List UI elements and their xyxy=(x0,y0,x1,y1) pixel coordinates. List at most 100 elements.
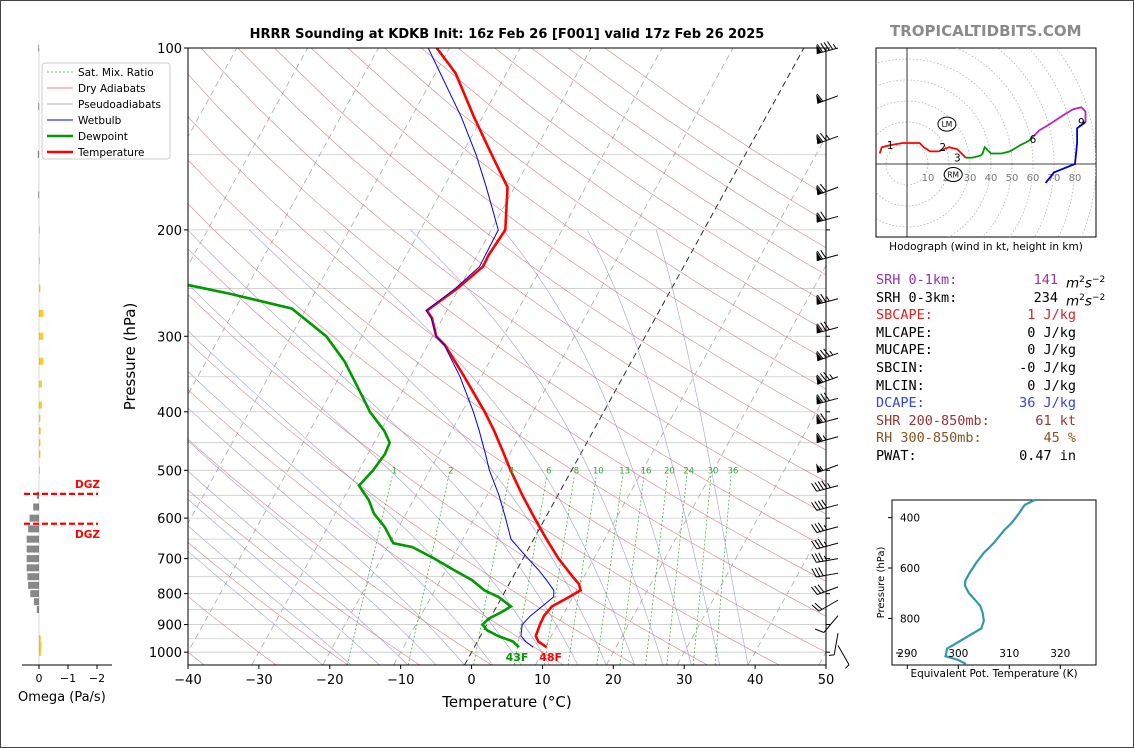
dry-adiabat xyxy=(188,389,564,665)
wind-barb-full xyxy=(818,552,824,562)
wind-barb-staff xyxy=(837,645,850,665)
omega-bar xyxy=(26,555,39,563)
legend-box xyxy=(41,62,171,160)
wind-barb-full xyxy=(819,349,827,358)
wind-barb-full xyxy=(816,184,824,194)
moist-adiabat xyxy=(587,229,720,665)
omega-bar xyxy=(39,380,42,388)
omega-bar xyxy=(39,309,44,317)
mixing-ratio-line xyxy=(567,475,597,665)
omega-bar xyxy=(39,414,41,422)
index-label: SHR 200-850mb: xyxy=(876,412,990,429)
wind-barb-full xyxy=(820,393,827,402)
omega-bar xyxy=(33,598,39,606)
wind-barb-half xyxy=(827,482,831,488)
y-tick-label: 700 xyxy=(157,553,182,568)
index-row: SRH 0-3km: 234 m2s−2 xyxy=(876,289,1106,310)
dry-adiabat xyxy=(200,48,826,515)
omega-bar xyxy=(39,450,41,458)
wind-barb-full xyxy=(816,414,823,423)
wind-barb-full xyxy=(819,183,827,192)
theta-e-panel: 400 600 800 290 300 310 320 Pressure (hPa) xyxy=(876,499,1097,669)
legend-entry: Wetbulb xyxy=(78,115,122,127)
omega-bar xyxy=(39,357,44,365)
wind-barb-full xyxy=(817,522,824,531)
wind-barb-flag xyxy=(816,463,823,473)
wind-barb xyxy=(816,132,839,145)
legend-entry: Pseudoadiabats xyxy=(78,99,161,111)
index-value: 234 xyxy=(1002,290,1058,308)
wind-barb xyxy=(811,522,839,533)
chart-title: HRRR Sounding at KDKB Init: 16z Feb 26 [… xyxy=(249,27,765,42)
index-label: DCAPE: xyxy=(876,395,925,412)
wind-barb-full xyxy=(820,293,827,303)
wind-barb xyxy=(816,293,839,305)
wind-barb-half xyxy=(845,664,850,669)
wind-barb-full xyxy=(811,586,818,595)
index-label: SBCIN: xyxy=(876,359,925,376)
x-tick-label: 10 xyxy=(534,673,551,688)
hodograph-trace xyxy=(965,136,1034,159)
dry-adiabat xyxy=(188,203,826,653)
index-label: MLCAPE: xyxy=(876,324,933,341)
wind-barb-full xyxy=(816,93,824,102)
wind-barb xyxy=(811,552,839,563)
moist-adiabat xyxy=(249,229,607,665)
hodograph-ring-label: 10 xyxy=(922,173,935,184)
wind-barb xyxy=(811,567,839,578)
y-tick-label: 200 xyxy=(157,224,182,239)
wind-barb xyxy=(816,183,839,196)
dry-adiabat xyxy=(188,489,420,665)
omega-bar xyxy=(27,573,39,581)
dry-adiabat xyxy=(188,341,636,665)
index-value: 1 J/kg xyxy=(1027,307,1076,324)
moist-adiabat xyxy=(188,440,437,665)
wind-barb-full xyxy=(823,42,830,51)
freezing-isotherm xyxy=(464,48,805,665)
mixing-ratio-label: 36 xyxy=(728,467,739,477)
wind-barb-full xyxy=(817,481,824,490)
index-row: MUCAPE: 0 J/kg xyxy=(876,342,1105,360)
wind-barb xyxy=(811,599,839,612)
x-tick-label: −20 xyxy=(316,673,343,688)
index-row: DCAPE: 36 J/kg xyxy=(876,395,1105,413)
wind-barb-half xyxy=(826,296,830,302)
wind-barb-full xyxy=(819,132,827,141)
omega-bar xyxy=(38,191,40,199)
x-tick-label: 40 xyxy=(747,673,764,688)
x-tick-label: −30 xyxy=(245,673,272,688)
mixing-ratio-label: 8 xyxy=(574,467,579,477)
wind-barb xyxy=(811,584,839,595)
omega-bar xyxy=(36,491,39,499)
x-tick-label: −40 xyxy=(174,673,201,688)
wind-barb-half xyxy=(829,374,834,379)
surface-dewpoint-label: 43F xyxy=(506,651,529,664)
mixing-ratio-label: 13 xyxy=(619,467,630,477)
omega-bar xyxy=(39,401,42,409)
moist-adiabat xyxy=(188,525,352,665)
wind-barb-flag xyxy=(816,212,822,223)
omega-bar xyxy=(33,503,39,511)
wetbulb-line xyxy=(425,48,555,648)
hodograph-trace xyxy=(1032,106,1087,138)
wind-barb-half xyxy=(823,555,828,561)
moist-adiabat xyxy=(188,371,494,665)
moist-adiabat xyxy=(502,229,692,665)
dry-adiabat xyxy=(274,48,826,451)
index-row: SBCAPE: 1 J/kg xyxy=(876,307,1105,325)
wind-barb xyxy=(816,392,839,405)
isotherm-line xyxy=(251,48,592,665)
wind-barb-full xyxy=(820,413,827,422)
index-label: SRH 0-3km: xyxy=(876,289,958,306)
index-row: SHR 200-850mb: 61 kt xyxy=(876,413,1105,431)
wind-barb-full xyxy=(823,392,830,401)
storm-motion-marker xyxy=(937,116,957,132)
x-tick-label: −10 xyxy=(387,673,414,688)
theta-y-tick-label: 800 xyxy=(900,613,920,625)
wind-barb-half xyxy=(822,435,827,441)
index-unit: m2s−2 xyxy=(1066,292,1106,310)
theta-e-xlabel: Equivalent Pot. Temperature (K) xyxy=(910,668,1078,680)
omega-bar xyxy=(29,514,39,522)
index-value: 61 kt xyxy=(1035,412,1076,429)
wind-barb-staff xyxy=(816,504,839,511)
